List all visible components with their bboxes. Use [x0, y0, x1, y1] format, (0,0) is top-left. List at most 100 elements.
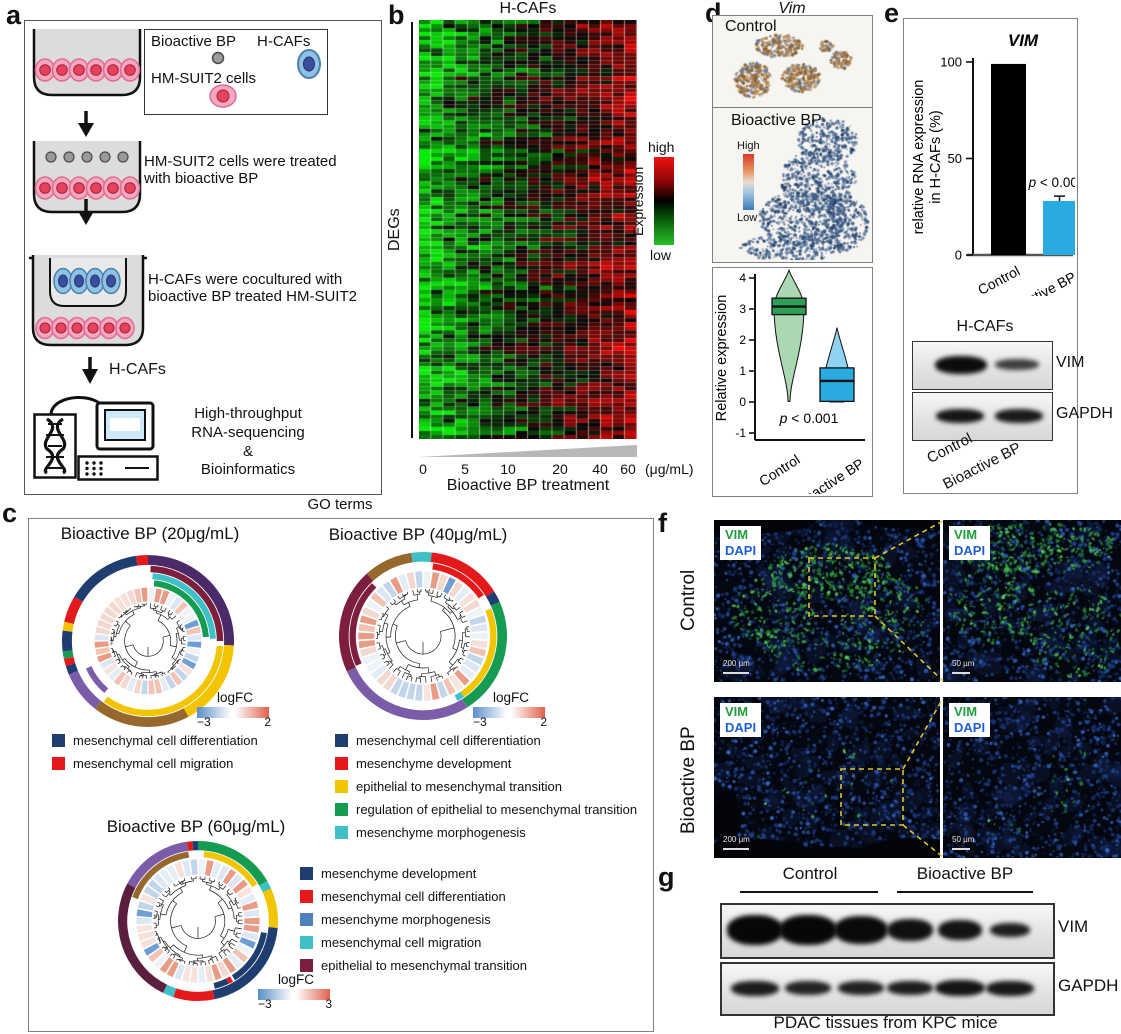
vim-band-control	[935, 356, 987, 374]
western-band	[986, 980, 1034, 996]
legend-label: mesenchymal cell differentiation	[73, 733, 258, 748]
bp-particle-icon	[211, 51, 225, 65]
dose-tick: 60	[620, 461, 636, 477]
legend-hmsuit2-label: HM-SUIT2 cells	[151, 70, 257, 87]
svg-text:2: 2	[739, 333, 746, 347]
vim-band-treated	[995, 359, 1039, 370]
arrow-down-icon	[78, 199, 94, 225]
vim-gene-title: Vim	[778, 0, 806, 17]
western-band	[834, 916, 888, 944]
legend-swatch	[52, 734, 65, 747]
vim-bar-chart: VIM 0 50 100 relative RNA expression in H-CAF…	[911, 31, 1075, 296]
svg-text:0: 0	[739, 395, 746, 409]
svg-text:Control: Control	[756, 451, 803, 489]
svg-text:relative RNA expression: relative RNA expression	[911, 80, 927, 235]
go60-circular-plot	[118, 841, 278, 1001]
legend-swatch	[335, 803, 348, 816]
panel-c-label: c	[2, 498, 18, 528]
spatial-cbar-low: Low	[737, 212, 758, 224]
legend-label: mesenchymal cell differentiation	[356, 733, 541, 748]
scalebar	[952, 848, 970, 850]
svg-text:VIM: VIM	[1008, 31, 1039, 50]
dose-axis-ticks: 0 5 10 20 40 60	[419, 461, 659, 477]
scalebar-text: 200 μm	[723, 835, 750, 844]
panel-b-label: b	[388, 0, 405, 30]
go40-circular-plot	[339, 552, 507, 720]
svg-text:100: 100	[940, 55, 962, 70]
legend-swatch	[300, 890, 313, 903]
go-terms-title: GO terms	[307, 496, 373, 513]
spatial-colorbar	[743, 154, 754, 210]
legend-swatch	[335, 757, 348, 770]
svg-text:1: 1	[739, 364, 746, 378]
culture-dish-icon	[32, 29, 142, 97]
go-legend-item: mesenchyme morphogenesis	[335, 825, 637, 840]
blot-g-group2-label: Bioactive BP	[916, 864, 1014, 883]
spatial-cbar-high: High	[737, 140, 760, 152]
logfc-min: −3	[197, 715, 211, 729]
legend-swatch	[300, 867, 313, 880]
scalebar	[723, 848, 749, 850]
svg-text:Control: Control	[975, 263, 1022, 296]
gapdh-band-treated	[995, 409, 1043, 423]
svg-text:p < 0.001: p < 0.001	[1028, 175, 1075, 190]
transwell-coculture-icon	[29, 255, 147, 347]
legend-hcafs-label: H-CAFs	[257, 33, 311, 50]
logfc-neg-gradient	[473, 707, 507, 718]
go-legend-item: mesenchyme development	[300, 866, 527, 881]
go60-logfc-legend: logFC −3 3	[258, 972, 334, 1011]
step3-text: H-CAFs were cocultured with bioactive BP…	[148, 271, 357, 306]
group2-underline	[897, 891, 1033, 893]
scalebar	[952, 672, 970, 674]
svg-text:4: 4	[739, 271, 746, 285]
gapdh-tissue-blot-box	[720, 962, 1055, 1016]
gapdh-blot-box	[912, 392, 1053, 441]
go20-logfc-legend: logFC −3 2	[197, 690, 273, 729]
group1-underline	[740, 891, 878, 893]
vim-blot-box	[912, 341, 1053, 390]
blot-e-title: H-CAFs	[956, 318, 1014, 335]
western-band	[990, 923, 1030, 937]
legend-label: mesenchyme morphogenesis	[321, 912, 491, 927]
western-band	[887, 919, 933, 941]
go-legend-item: mesenchymal cell differentiation	[52, 733, 258, 748]
if-control-zoom-image: VIM DAPI 50 μm	[943, 520, 1121, 682]
panel-a-box: Bioactive BP H-CAFs HM-SUIT2 cells	[24, 20, 382, 495]
hmsuit2-cell-icon	[209, 84, 237, 108]
western-band	[727, 915, 783, 945]
legend-swatch	[300, 936, 313, 949]
go40-title: Bioactive BP (40μg/mL)	[328, 525, 508, 544]
western-band	[785, 981, 831, 995]
vim-tissue-blot-box	[720, 903, 1055, 959]
go-legend-item: mesenchymal cell migration	[300, 935, 527, 950]
arrow-down-icon	[78, 111, 94, 137]
colorbar-high-label: high	[648, 139, 675, 155]
logfc-label: logFC	[492, 690, 529, 705]
legend-label: epithelial to mesenchymal transition	[321, 958, 527, 973]
spatial-treated-label: Bioactive BP	[731, 112, 822, 129]
if-treated-main-image: VIM DAPI 200 μm	[714, 697, 940, 858]
logfc-max: 3	[325, 997, 332, 1011]
if-treated-zoom-image: VIM DAPI 50 μm	[943, 697, 1121, 858]
logfc-neg-gradient	[258, 989, 292, 1000]
step2-text: HM-SUIT2 cells were treated with bioacti…	[144, 153, 337, 188]
dose-axis-unit: (μg/mL)	[645, 461, 694, 477]
dose-tick: 5	[461, 461, 469, 477]
spatial-control-box: Control	[712, 15, 873, 109]
hcafs-arrow-label: H-CAFs	[109, 361, 166, 378]
logfc-min: −3	[258, 997, 272, 1011]
colorbar-low-label: low	[650, 247, 672, 263]
scalebar-text: 50 μm	[952, 835, 975, 844]
scalebar-text: 50 μm	[952, 659, 975, 668]
go-legend-item: mesenchymal cell migration	[52, 756, 258, 771]
expression-colorbar	[654, 157, 674, 245]
western-band	[731, 980, 779, 996]
logfc-label: logFC	[216, 690, 253, 705]
if-control-main-image: VIM DAPI 200 μm	[714, 520, 940, 682]
legend-swatch	[335, 780, 348, 793]
gapdh-band-control	[936, 409, 984, 423]
if-row1-side-label: Control	[678, 569, 699, 631]
gapdh-blot-label: GAPDH	[1056, 405, 1113, 422]
logfc-label: logFC	[277, 972, 314, 987]
